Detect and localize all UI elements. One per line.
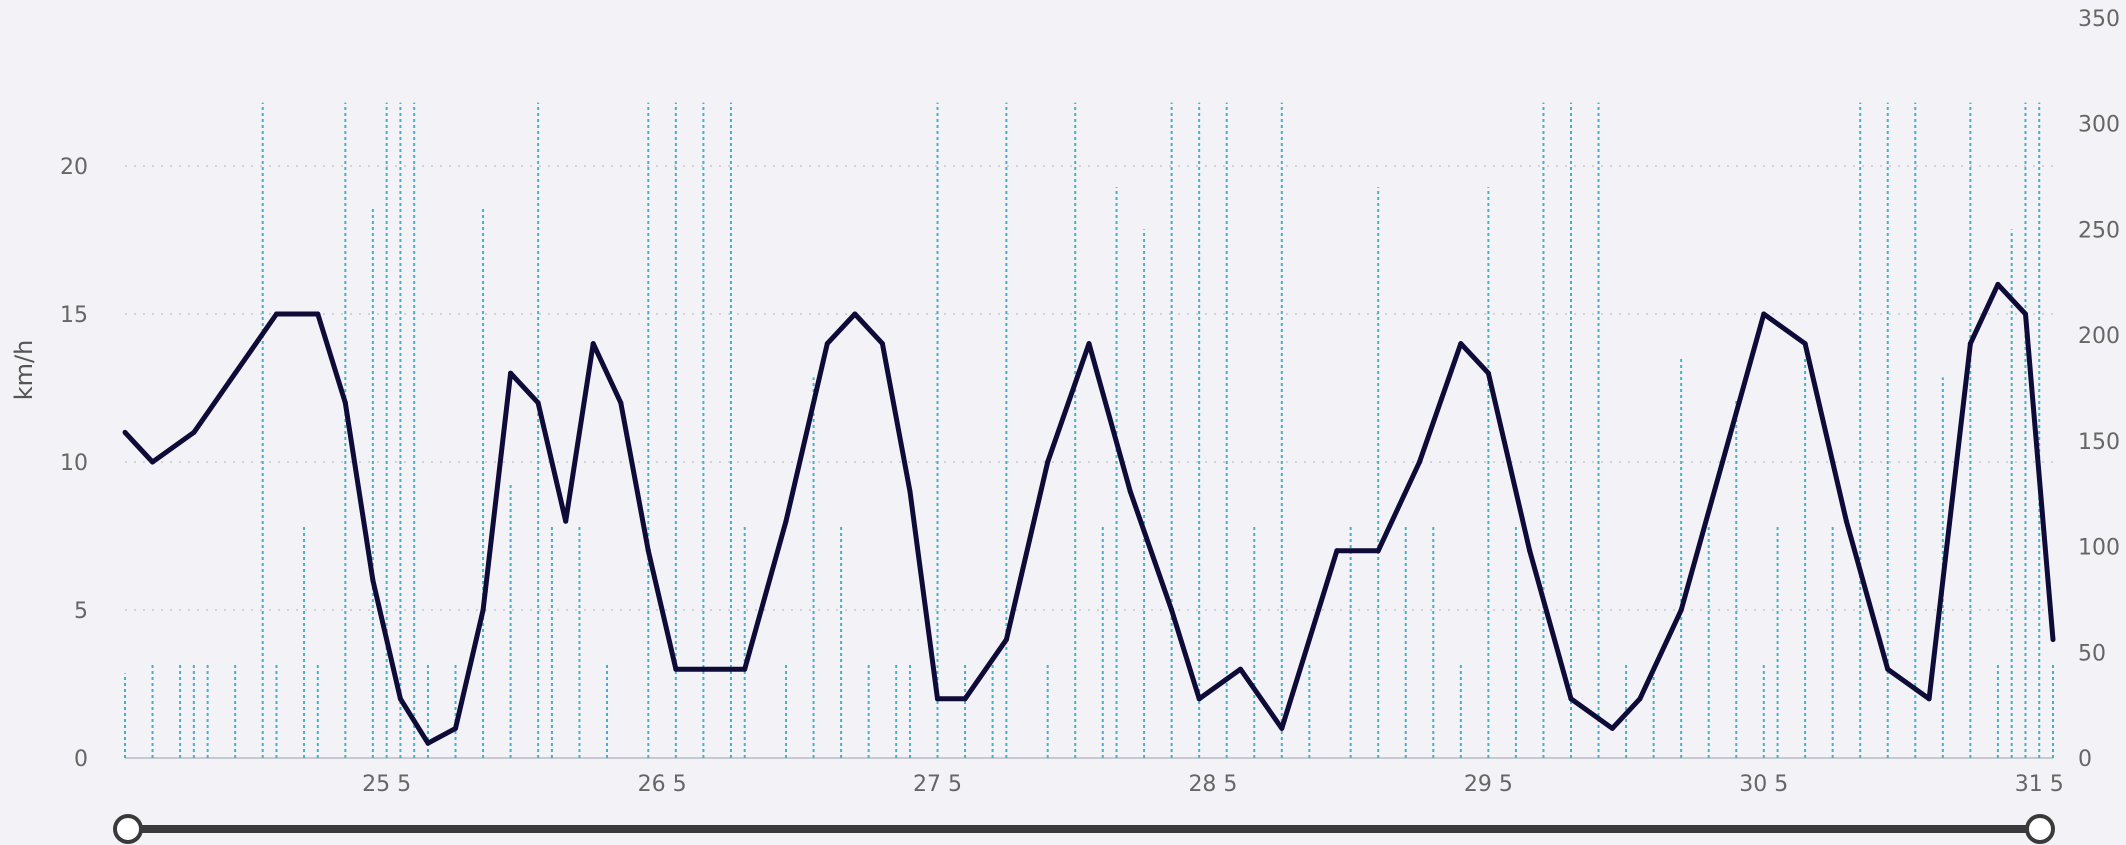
- right-y-axis: 0 50 100 150 200 250 300 350: [2078, 7, 2120, 772]
- speed-point: [1086, 341, 1092, 347]
- speed-point: [191, 429, 197, 435]
- x-tick-label: 30 5: [1739, 772, 1788, 797]
- speed-point: [315, 311, 321, 317]
- y2-tick-label: 100: [2078, 536, 2120, 561]
- speed-point: [1458, 341, 1464, 347]
- speed-point: [480, 607, 486, 613]
- left-y-axis: 0 5 10 15 20: [60, 155, 88, 772]
- slider-start-handle[interactable]: [113, 814, 143, 844]
- speed-point: [907, 489, 913, 495]
- speed-point: [1719, 459, 1725, 465]
- speed-point: [1843, 518, 1849, 524]
- y-tick-label: 5: [74, 599, 88, 624]
- slider-end-handle[interactable]: [2025, 814, 2055, 844]
- speed-point: [1926, 696, 1932, 702]
- speed-point: [1967, 341, 1973, 347]
- y-axis-label: km/h: [10, 340, 38, 401]
- x-axis: 25 5 26 5 27 5 28 5 29 5 30 5 31 5: [362, 772, 2064, 797]
- x-tick-label: 25 5: [362, 772, 411, 797]
- speed-point: [342, 400, 348, 406]
- speed-point: [1334, 548, 1340, 554]
- speed-point: [962, 696, 968, 702]
- speed-point: [232, 370, 238, 376]
- speed-point: [1527, 548, 1533, 554]
- speed-point: [2050, 637, 2056, 643]
- secondary-series: [124, 102, 2054, 758]
- speed-point: [1637, 696, 1643, 702]
- speed-point: [2022, 311, 2028, 317]
- speed-series: [122, 281, 2056, 746]
- y-tick-label: 0: [74, 747, 88, 772]
- x-tick-label: 29 5: [1464, 772, 1513, 797]
- speed-point: [852, 311, 858, 317]
- speed-point: [742, 666, 748, 672]
- speed-point: [425, 740, 431, 746]
- speed-point: [1196, 696, 1202, 702]
- speed-point: [673, 666, 679, 672]
- speed-line: [123, 281, 2056, 746]
- speed-point: [879, 341, 885, 347]
- speed-point: [273, 311, 279, 317]
- x-tick-label: 31 5: [2015, 772, 2064, 797]
- speed-point: [783, 518, 789, 524]
- speed-point: [1678, 607, 1684, 613]
- speed-point: [1761, 311, 1767, 317]
- speed-point: [1995, 281, 2001, 287]
- y-tick-label: 20: [60, 155, 88, 180]
- speed-point: [1885, 666, 1891, 672]
- speed-point: [1045, 459, 1051, 465]
- speed-point: [590, 341, 596, 347]
- speed-point: [1127, 489, 1133, 495]
- y-tick-label: 10: [60, 451, 88, 476]
- y2-tick-label: 150: [2078, 430, 2120, 455]
- speed-point: [122, 429, 128, 435]
- speed-point: [645, 548, 651, 554]
- x-tick-label: 28 5: [1188, 772, 1237, 797]
- y2-tick-label: 300: [2078, 113, 2120, 138]
- speed-point: [370, 577, 376, 583]
- speed-point: [700, 666, 706, 672]
- speed-point: [1609, 725, 1615, 731]
- speed-point: [1568, 696, 1574, 702]
- y2-tick-label: 50: [2078, 641, 2106, 666]
- speed-point: [508, 370, 514, 376]
- speed-point: [935, 696, 941, 702]
- speed-point: [150, 459, 156, 465]
- speed-point: [1279, 725, 1285, 731]
- x-tick-label: 27 5: [913, 772, 962, 797]
- speed-point: [1375, 548, 1381, 554]
- speed-point: [453, 725, 459, 731]
- y-tick-label: 15: [60, 303, 88, 328]
- y2-tick-label: 0: [2078, 747, 2092, 772]
- range-slider[interactable]: [113, 814, 2055, 844]
- speed-point: [1417, 459, 1423, 465]
- speed-point: [1485, 370, 1491, 376]
- speed-point: [563, 518, 569, 524]
- gridlines: [125, 165, 2053, 759]
- speed-point: [397, 696, 403, 702]
- speed-point: [1169, 607, 1175, 613]
- y2-tick-label: 350: [2078, 7, 2120, 32]
- y2-tick-label: 250: [2078, 218, 2120, 243]
- speed-point: [1003, 637, 1009, 643]
- y2-tick-label: 200: [2078, 324, 2120, 349]
- speed-point: [1802, 341, 1808, 347]
- speed-point: [535, 400, 541, 406]
- x-tick-label: 26 5: [638, 772, 687, 797]
- speed-point: [618, 400, 624, 406]
- speed-point: [824, 341, 830, 347]
- speed-point: [1237, 666, 1243, 672]
